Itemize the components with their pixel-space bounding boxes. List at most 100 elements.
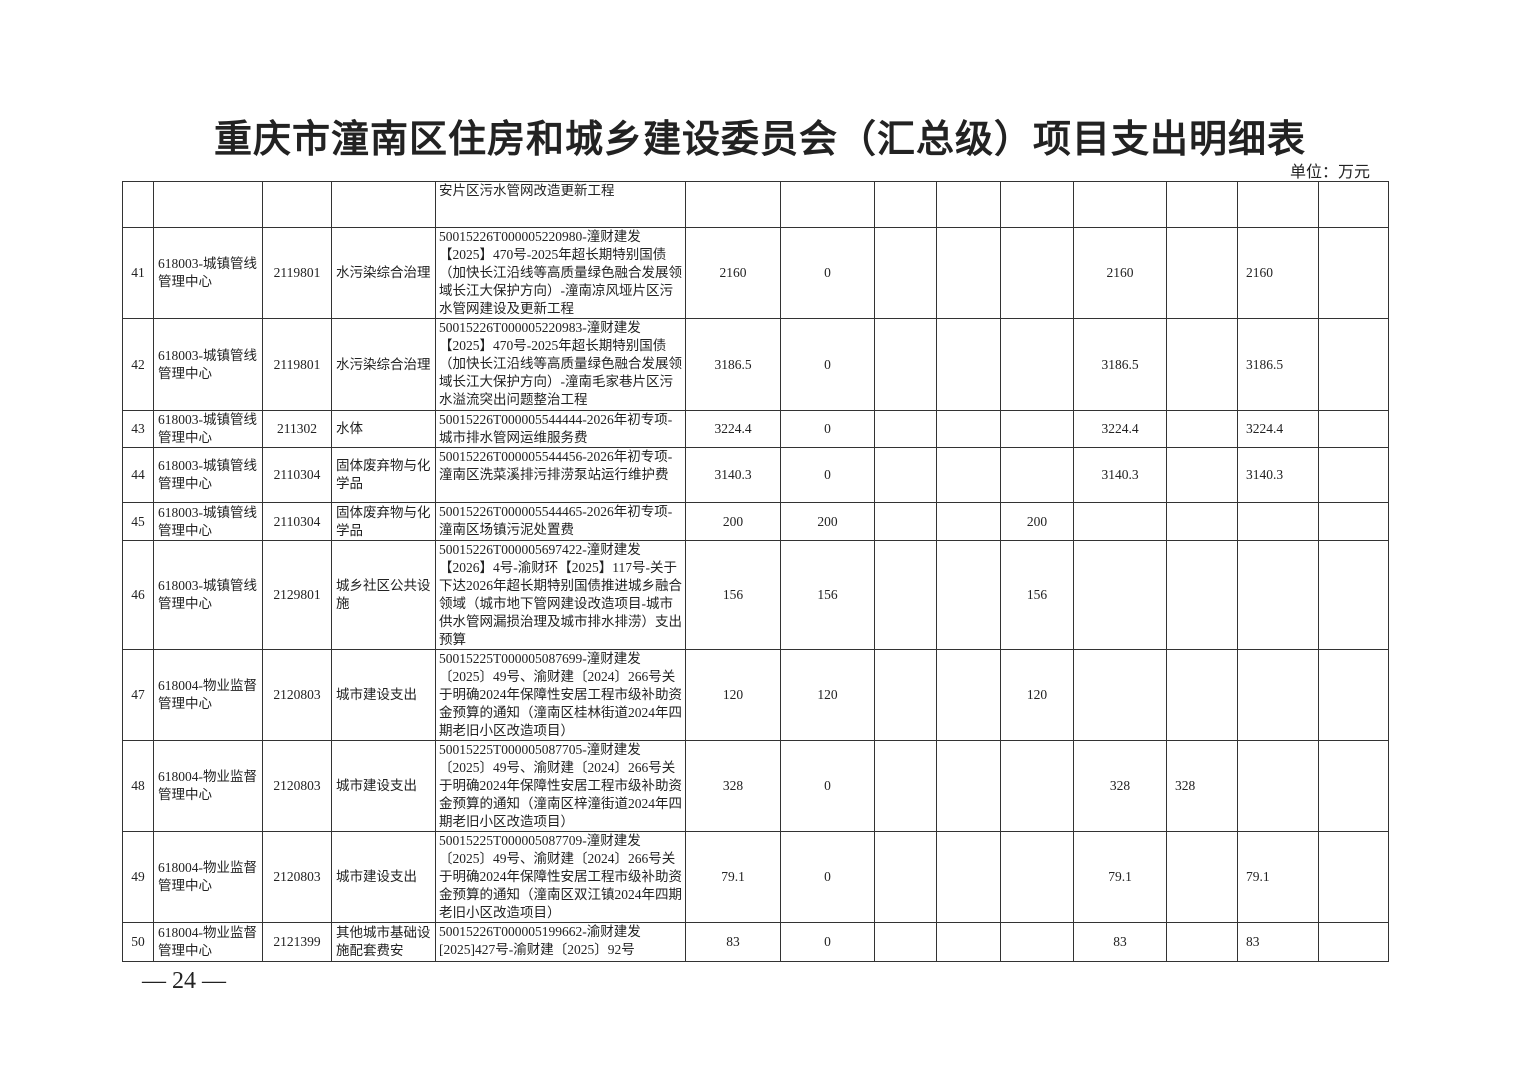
cell-no: 43 [122,410,154,448]
cell-total: 328 [685,740,781,832]
cell-c12 [1166,410,1238,448]
cell-code: 2129801 [262,540,332,650]
cell-unit: 618003-城镇管线管理中心 [153,540,263,650]
cell-total: 83 [685,922,781,962]
cell-desc: 50015226T000005544456-2026年初专项-潼南区洗菜溪排污排… [435,447,686,503]
cell-category: 城市建设支出 [331,649,436,741]
table-row: 43 618003-城镇管线管理中心 211302 水体 50015226T000005… [122,410,1389,448]
cell-c13: 3224.4 [1237,410,1319,448]
cell-c8 [874,447,937,503]
cell-code: 2120803 [262,649,332,741]
cell-c14 [1318,922,1389,962]
cell-desc: 50015225T000005087709-潼财建发〔2025〕49号、渝财建〔… [435,831,686,923]
cell-basic: 0 [780,227,875,319]
cell-desc: 50015226T000005199662-渝财建发[2025]427号-渝财建… [435,922,686,962]
cell-c11: 3186.5 [1073,318,1167,411]
cell-basic: 0 [780,831,875,923]
cell-desc: 50015226T000005220980-潼财建发【2025】470号-202… [435,227,686,319]
page-title: 重庆市潼南区住房和城乡建设委员会（汇总级）项目支出明细表 [213,116,1306,161]
table-row: 47 618004-物业监督管理中心 2120803 城市建设支出 50015225T0… [122,649,1389,741]
cell-c10 [1000,410,1074,448]
cell-desc: 50015225T000005087705-潼财建发〔2025〕49号、渝财建〔… [435,740,686,832]
cell-c13 [1237,740,1319,832]
cell-c13: 2160 [1237,227,1319,319]
cell-total: 2160 [685,227,781,319]
cell-c11: 3224.4 [1073,410,1167,448]
table-row: 41 618003-城镇管线管理中心 2119801 水污染综合治理 50015226T… [122,227,1389,319]
cell-category: 其他城市基础设施配套费安 [331,922,436,962]
cell-c12 [1166,649,1238,741]
cell-no: 48 [122,740,154,832]
table-row: 42 618003-城镇管线管理中心 2119801 水污染综合治理 50015226T… [122,318,1389,411]
cell-c9 [936,502,1001,541]
cell-desc: 安片区污水管网改造更新工程 [435,181,686,228]
cell-c11: 328 [1073,740,1167,832]
cell-basic: 0 [780,922,875,962]
cell-no: 44 [122,447,154,503]
table-row: 48 618004-物业监督管理中心 2120803 城市建设支出 50015225T0… [122,740,1389,832]
cell-total: 3140.3 [685,447,781,503]
table-row: 46 618003-城镇管线管理中心 2129801 城乡社区公共设施 50015226… [122,540,1389,650]
table-row: 44 618003-城镇管线管理中心 2110304 固体废弃物与化学品 5001522… [122,447,1389,503]
cell-code: 2119801 [262,318,332,411]
cell-c13 [1237,540,1319,650]
cell-c9 [936,831,1001,923]
cell-category: 城市建设支出 [331,740,436,832]
cell-c12 [1166,502,1238,541]
cell-c14 [1318,831,1389,923]
cell-basic: 0 [780,410,875,448]
cell-category: 固体废弃物与化学品 [331,502,436,541]
cell-c12 [1166,831,1238,923]
project-expenditure-table: 安片区污水管网改造更新工程 41 618003-城镇管线管理中心 2119801 水污… [122,181,1389,962]
cell-c8 [874,227,937,319]
table-row: 45 618003-城镇管线管理中心 2110304 固体废弃物与化学品 5001522… [122,502,1389,541]
cell-code: 2110304 [262,447,332,503]
cell-desc: 50015226T000005220983-潼财建发【2025】470号-202… [435,318,686,411]
unit-label: 单位：万元 [1290,164,1371,181]
cell-no: 45 [122,502,154,541]
cell-total: 3224.4 [685,410,781,448]
cell-c13: 3140.3 [1237,447,1319,503]
cell-unit: 618003-城镇管线管理中心 [153,447,263,503]
cell-c12 [1166,540,1238,650]
table-row: 49 618004-物业监督管理中心 2120803 城市建设支出 50015225T0… [122,831,1389,923]
cell-c9 [936,922,1001,962]
cell-basic: 0 [780,447,875,503]
cell-category: 城乡社区公共设施 [331,540,436,650]
cell-c11: 3140.3 [1073,447,1167,503]
cell-no: 47 [122,649,154,741]
cell-c14 [1318,502,1389,541]
cell-c8 [874,502,937,541]
cell-c11 [1073,649,1167,741]
cell-total: 3186.5 [685,318,781,411]
cell-c14 [1318,410,1389,448]
cell-c9 [936,740,1001,832]
cell-code: 2120803 [262,831,332,923]
cell-c10 [1000,447,1074,503]
cell-c14 [1318,740,1389,832]
cell-unit: 618004-物业监督管理中心 [153,649,263,741]
cell-no: 46 [122,540,154,650]
cell-no: 42 [122,318,154,411]
cell-code: 2119801 [262,227,332,319]
cell-c8 [874,831,937,923]
cell-c14 [1318,227,1389,319]
cell-c12 [1166,447,1238,503]
cell-c14 [1318,649,1389,741]
cell-category: 水体 [331,410,436,448]
cell-unit: 618003-城镇管线管理中心 [153,502,263,541]
cell-c10: 120 [1000,649,1074,741]
cell-no: 50 [122,922,154,962]
cell-unit: 618003-城镇管线管理中心 [153,227,263,319]
cell-c10: 156 [1000,540,1074,650]
cell-c12 [1166,922,1238,962]
cell-code: 211302 [262,410,332,448]
cell-unit: 618004-物业监督管理中心 [153,922,263,962]
cell-total: 200 [685,502,781,541]
cell-c9 [936,318,1001,411]
cell-unit: 618004-物业监督管理中心 [153,740,263,832]
cell-desc: 50015225T000005087699-潼财建发〔2025〕49号、渝财建〔… [435,649,686,741]
cell-category: 固体废弃物与化学品 [331,447,436,503]
cell-no: 41 [122,227,154,319]
cell-c8 [874,649,937,741]
